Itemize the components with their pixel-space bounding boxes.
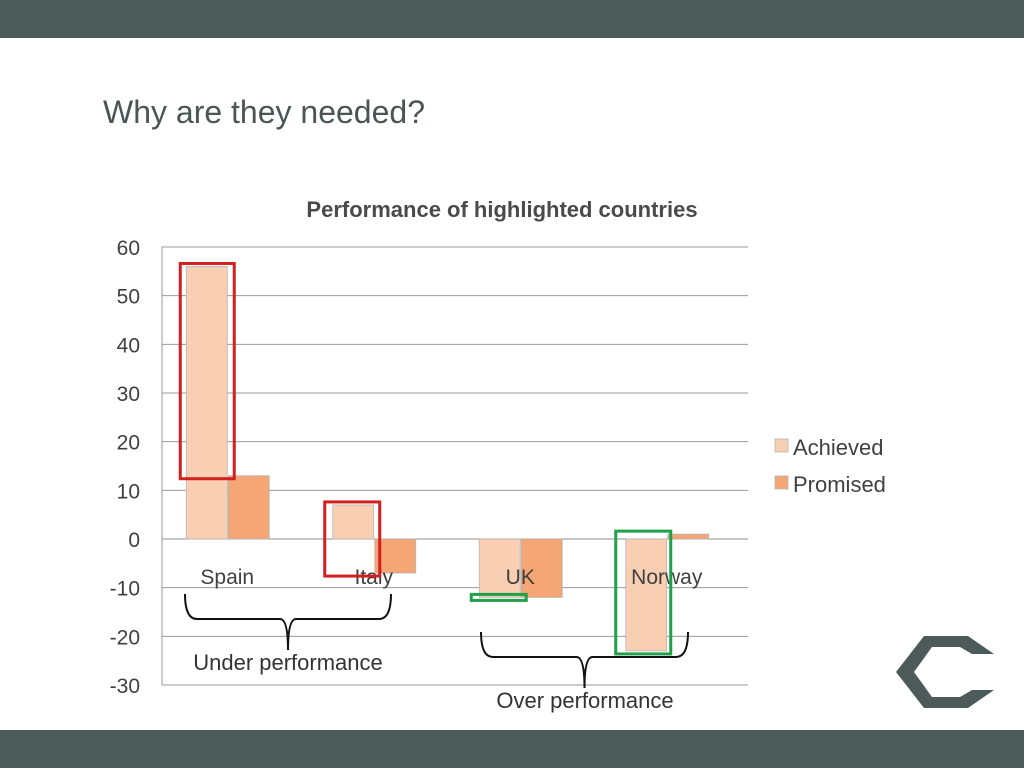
bar-achieved-uk	[478, 538, 521, 598]
top-banner	[0, 0, 1024, 38]
x-axis-labels: Spain Italy UK Norway	[200, 566, 702, 589]
y-tick-label: 10	[117, 480, 140, 503]
bar-achieved-norway	[625, 538, 668, 652]
bar-promised-italy	[374, 538, 417, 574]
legend-label-achieved: Achieved	[793, 435, 884, 460]
y-tick-label: 60	[117, 237, 140, 260]
legend-swatch-promised	[774, 475, 789, 490]
over-performance-label: Over performance	[496, 688, 673, 713]
spain-highlight-box	[178, 261, 236, 481]
chart-title: Performance of highlighted countries	[306, 197, 697, 222]
under-performance-label: Under performance	[193, 650, 383, 675]
bar-promised-norway	[667, 533, 710, 540]
y-axis-ticks: 60 50 40 30 20 10 0 -10 -20 -30	[110, 237, 140, 698]
y-tick-label: 20	[117, 432, 140, 455]
uk-highlight-box	[469, 592, 528, 602]
y-tick-label: 0	[128, 529, 140, 552]
legend-label-promised: Promised	[793, 472, 886, 497]
bar-achieved-italy	[332, 504, 375, 540]
bottom-banner	[0, 730, 1024, 768]
norway-highlight-box	[614, 529, 673, 656]
y-tick-label: -20	[110, 626, 140, 649]
bar-achieved-spain	[185, 266, 228, 540]
highlight-boxes	[178, 261, 673, 656]
slide-title: Why are they needed?	[103, 94, 425, 130]
x-tick-label: Spain	[200, 566, 254, 589]
under-performance-brace	[184, 593, 392, 651]
y-tick-label: -30	[110, 675, 140, 698]
legend-swatch-achieved	[774, 438, 789, 453]
braces	[184, 593, 689, 689]
bars	[185, 266, 710, 652]
bar-promised-spain	[227, 475, 270, 540]
y-tick-label: 40	[117, 334, 140, 357]
italy-highlight-box	[323, 500, 382, 578]
logo-icon	[896, 636, 994, 708]
y-tick-label: 30	[117, 383, 140, 406]
x-tick-label: UK	[506, 566, 535, 589]
over-performance-brace	[480, 631, 689, 689]
legend: Achieved Promised	[774, 435, 886, 497]
y-tick-label: 50	[117, 286, 140, 309]
bar-promised-uk	[520, 538, 563, 598]
y-tick-label: -10	[110, 578, 140, 601]
x-tick-label: Norway	[631, 566, 703, 589]
